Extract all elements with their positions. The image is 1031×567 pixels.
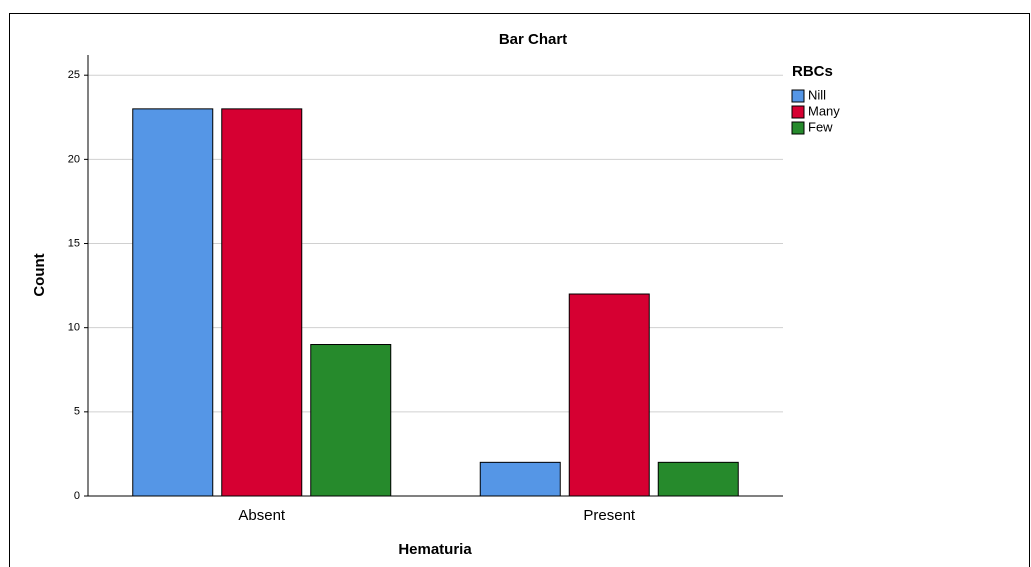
x-axis-label: Hematuria [398,541,472,558]
x-tick-label: Absent [238,507,286,524]
legend-swatch [791,105,805,119]
legend-label: Few [808,119,833,134]
y-tick-label: 15 [68,237,80,249]
bar [310,344,392,497]
legend-title: RBCs [792,63,833,80]
legend-swatch [791,89,805,103]
y-axis-label: Count [31,253,48,296]
legend-label: Many [808,103,840,118]
legend-label: Nill [808,87,826,102]
bar [221,108,303,497]
chart-title: Bar Chart [499,31,567,48]
y-tick-label: 10 [68,322,80,334]
y-tick-label: 5 [74,406,80,418]
bar [657,461,739,497]
y-tick-label: 25 [68,69,80,81]
bar [479,461,561,497]
legend-swatch [791,121,805,135]
y-tick-label: 0 [74,490,80,502]
bar [132,108,214,497]
bar [568,293,650,497]
y-tick-label: 20 [68,153,80,165]
x-tick-label: Present [583,507,636,524]
